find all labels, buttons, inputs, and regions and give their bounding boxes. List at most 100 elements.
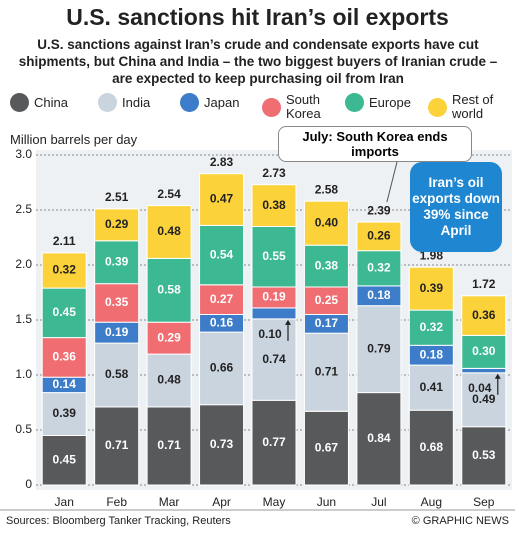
bar-segment — [41, 287, 87, 339]
value-label: 0.47 — [210, 192, 234, 206]
bar-segment — [94, 240, 140, 285]
legend-swatch — [180, 93, 199, 112]
value-label: 0.53 — [472, 448, 496, 462]
value-label: 0.36 — [53, 350, 77, 364]
credit: © GRAPHIC NEWS — [411, 515, 509, 527]
value-label: 0.14 — [53, 377, 77, 391]
bar-segment — [408, 266, 454, 311]
legend-item: South Korea — [262, 93, 338, 121]
value-label: 0.29 — [157, 330, 181, 344]
value-label: 0.32 — [53, 263, 77, 277]
value-label: 0.49 — [472, 392, 496, 406]
total-label: 2.58 — [315, 182, 339, 196]
source: Sources: Bloomberg Tanker Tracking, Reut… — [6, 515, 231, 527]
total-label: 2.11 — [53, 234, 76, 248]
value-label: 0.71 — [315, 364, 339, 378]
bar-segment — [408, 364, 454, 411]
x-tick-label: Jun — [317, 495, 336, 509]
value-label: 0.32 — [367, 260, 391, 274]
bar-segment — [146, 321, 192, 355]
y-tick-label: 0.5 — [15, 422, 32, 436]
value-label: 0.29 — [105, 217, 129, 231]
value-label: 0.17 — [315, 316, 339, 330]
bar-segment — [303, 244, 349, 288]
legend-swatch — [98, 93, 117, 112]
y-tick-label: 1.5 — [15, 312, 32, 326]
value-label: 0.73 — [210, 437, 234, 451]
legend-item: Japan — [180, 93, 239, 112]
value-label: 0.16 — [210, 315, 234, 329]
legend-item: Europe — [345, 93, 411, 112]
bar-segment — [356, 221, 402, 252]
bar-segment — [146, 257, 192, 323]
annotation: July: South Korea ends imports — [278, 126, 472, 162]
x-tick-label: Mar — [159, 495, 180, 509]
legend-swatch — [10, 93, 29, 112]
bar-segment — [94, 208, 140, 242]
bar-segment — [251, 307, 297, 320]
bar-segment — [251, 318, 297, 401]
legend-label: Japan — [204, 94, 240, 110]
legend-label: China — [34, 94, 68, 110]
legend-label: India — [122, 94, 151, 110]
value-label: 0.32 — [420, 320, 444, 334]
bar-segment — [94, 342, 140, 408]
bar-segment — [146, 205, 192, 259]
bar-segment — [146, 406, 192, 486]
legend-item: India — [98, 93, 150, 112]
value-label: 0.39 — [53, 406, 77, 420]
x-tick-label: Jul — [371, 495, 386, 509]
x-tick-label: Feb — [106, 495, 127, 509]
value-label: 0.45 — [53, 452, 77, 466]
value-label: 0.35 — [105, 295, 129, 309]
value-label: 0.79 — [367, 341, 391, 355]
bar-segment — [199, 331, 245, 406]
callout: Iran’s oil exports down 39% since April — [410, 162, 502, 252]
total-label: 2.51 — [105, 190, 129, 204]
bar-segment — [41, 337, 87, 378]
bar-segment — [356, 305, 402, 394]
legend-label: Europe — [369, 94, 411, 110]
value-label: 0.48 — [157, 224, 181, 238]
value-label: 0.19 — [262, 290, 286, 304]
total-label: 2.39 — [367, 203, 391, 217]
value-label: 0.67 — [315, 440, 339, 454]
value-label: 0.18 — [420, 347, 444, 361]
legend-item: Rest of world — [428, 93, 504, 121]
bar-segment — [461, 372, 507, 428]
value-label: 0.71 — [105, 438, 129, 452]
value-label: 0.38 — [315, 258, 339, 272]
bar-segment — [251, 184, 297, 227]
bar-segment — [146, 353, 192, 408]
value-label: 0.58 — [157, 282, 181, 296]
value-label: 0.30 — [472, 344, 496, 358]
total-label: 2.54 — [157, 187, 181, 201]
bar-segment — [94, 283, 140, 323]
pointer-head — [494, 373, 501, 379]
legend-swatch — [262, 97, 281, 117]
value-label: 0.04 — [468, 381, 492, 395]
value-label: 0.39 — [105, 254, 129, 268]
value-label: 0.38 — [262, 198, 286, 212]
y-tick-label: 3.0 — [15, 147, 32, 161]
y-tick-label: 2.5 — [15, 202, 32, 216]
value-label: 0.55 — [262, 249, 286, 263]
value-label: 0.45 — [53, 305, 77, 319]
pointer-head — [285, 319, 291, 325]
value-label: 0.68 — [420, 440, 444, 454]
bar-segment — [41, 252, 87, 289]
total-label: 2.83 — [210, 155, 234, 169]
legend-label: Rest of world — [452, 92, 494, 121]
bar-segment — [461, 426, 507, 486]
bar-segment — [303, 200, 349, 246]
total-label: 1.72 — [472, 277, 496, 291]
value-label: 0.26 — [367, 229, 391, 243]
bar-segment — [41, 392, 87, 437]
legend-item: China — [10, 93, 68, 112]
value-label: 0.41 — [420, 380, 444, 394]
legend-label: South Korea — [286, 92, 321, 121]
value-label: 0.25 — [315, 293, 339, 307]
x-tick-label: Apr — [212, 495, 231, 509]
total-label: 2.73 — [262, 166, 286, 180]
